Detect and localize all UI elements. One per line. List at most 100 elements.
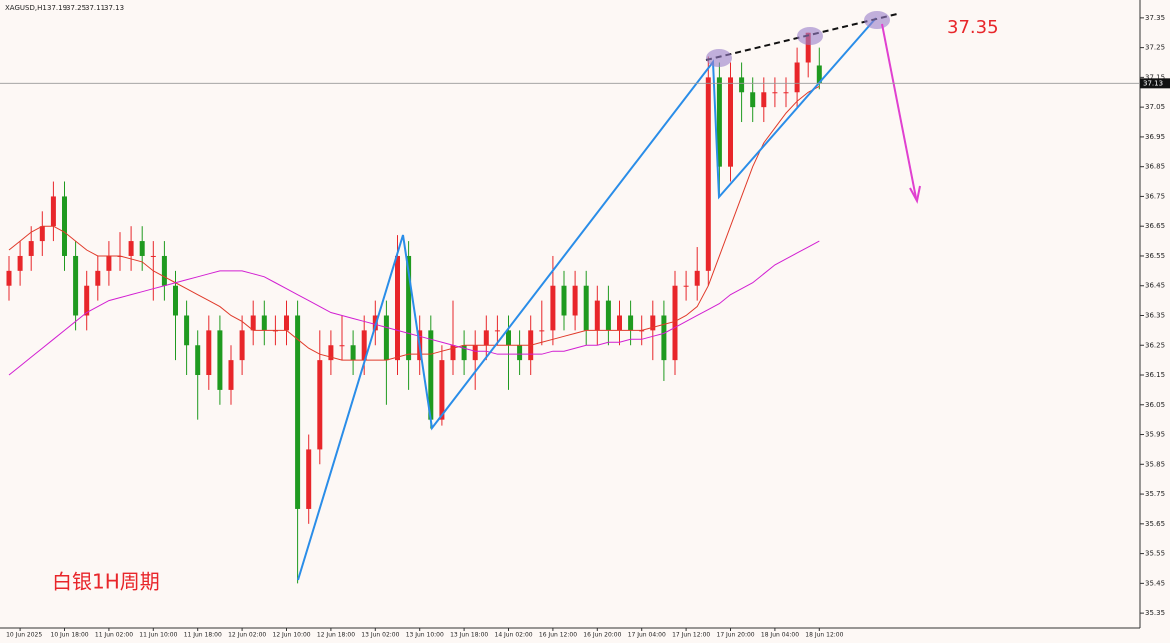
candle-body — [816, 65, 822, 84]
candle-body — [605, 300, 611, 331]
y-tick-label: 35.65 — [1145, 520, 1165, 528]
candle-body — [439, 360, 445, 420]
candle-body — [150, 255, 156, 257]
candle-body — [228, 360, 234, 390]
candle-body — [739, 77, 745, 93]
candle-body — [561, 285, 567, 316]
candle-body — [328, 345, 334, 361]
candle-body — [284, 315, 289, 331]
x-tick-label: 12 Jun 02:00 — [228, 632, 266, 639]
candle-body — [594, 300, 600, 331]
candle-body — [450, 345, 456, 361]
header-symbol: XAGUSD,H1 — [5, 4, 47, 12]
candle-body — [750, 92, 756, 108]
y-tick-label: 35.75 — [1145, 490, 1165, 498]
candle-body — [106, 255, 112, 271]
y-tick-label: 35.95 — [1145, 431, 1165, 439]
moving-average — [8, 240, 820, 376]
candle-body — [84, 285, 90, 316]
candle-body — [794, 62, 800, 93]
trend-path — [297, 17, 877, 581]
candle-body — [772, 92, 778, 94]
candle-body — [805, 32, 811, 63]
candle-body — [694, 270, 700, 286]
candle-body — [583, 285, 589, 331]
candle-body — [472, 345, 478, 361]
y-tick-label: 36.95 — [1145, 133, 1165, 141]
candle-body — [494, 330, 500, 332]
x-tick-label: 17 Jun 12:00 — [672, 632, 710, 639]
candle-body — [239, 330, 245, 361]
y-tick-label: 36.35 — [1145, 311, 1165, 319]
price-tag-label: 37.13 — [1143, 79, 1163, 87]
y-tick-label: 35.85 — [1145, 460, 1165, 468]
y-tick-label: 35.35 — [1145, 609, 1165, 617]
y-tick-label: 36.05 — [1145, 401, 1165, 409]
x-tick-label: 16 Jun 12:00 — [539, 632, 577, 639]
candle-body — [683, 285, 689, 287]
x-tick-label: 13 Jun 02:00 — [361, 632, 399, 639]
x-tick-label: 11 Jun 10:00 — [139, 632, 177, 639]
candle-body — [306, 449, 312, 509]
candle-body — [483, 330, 489, 346]
candle-body — [705, 77, 711, 271]
x-tick-label: 18 Jun 04:00 — [761, 632, 799, 639]
x-tick-label: 12 Jun 10:00 — [273, 632, 311, 639]
x-tick-label: 14 Jun 02:00 — [495, 632, 533, 639]
candle-body — [672, 285, 678, 361]
candle-body — [517, 345, 523, 361]
y-tick-label: 36.65 — [1145, 222, 1165, 230]
x-tick-label: 10 Jun 18:00 — [51, 632, 89, 639]
x-tick-label: 11 Jun 02:00 — [95, 632, 133, 639]
candle-body — [95, 270, 101, 286]
y-tick-label: 36.25 — [1145, 341, 1165, 349]
candle-body — [361, 330, 367, 361]
candle-body — [783, 92, 789, 94]
candle-body — [761, 92, 767, 108]
candle-body — [728, 77, 733, 167]
x-tick-label: 10 Jun 2025 — [6, 632, 42, 639]
header-high: 37.25 — [66, 4, 86, 12]
x-tick-label: 12 Jun 18:00 — [317, 632, 355, 639]
candle-body — [128, 241, 134, 256]
y-tick-label: 36.75 — [1145, 192, 1165, 200]
candle-body — [28, 241, 34, 256]
chart-caption: 白银1H周期 — [52, 570, 160, 594]
y-tick-label: 37.05 — [1145, 103, 1165, 111]
peak-marker — [864, 11, 890, 29]
candle-body — [650, 315, 656, 331]
candle-body — [139, 241, 145, 256]
y-tick-label: 36.85 — [1145, 163, 1165, 171]
candle-body — [206, 330, 212, 376]
header-low: 37.11 — [85, 4, 105, 12]
candle-body — [261, 315, 267, 331]
y-tick-label: 35.45 — [1145, 579, 1165, 587]
y-tick-label: 37.15 — [1145, 73, 1165, 81]
candle-body — [406, 255, 412, 361]
candle-body — [617, 315, 622, 331]
x-tick-label: 17 Jun 04:00 — [628, 632, 666, 639]
arrow-head — [909, 185, 921, 204]
candle-body — [506, 330, 511, 346]
x-tick-label: 18 Jun 12:00 — [805, 632, 843, 639]
candle-body — [350, 345, 356, 361]
candle-body — [50, 196, 56, 227]
header-close: 37.13 — [104, 4, 124, 12]
target-label: 37.35 — [947, 17, 999, 38]
header-open: 37.19 — [47, 4, 67, 12]
y-tick-label: 37.25 — [1145, 44, 1165, 52]
candle-body — [395, 255, 400, 361]
candle-body — [6, 270, 12, 286]
y-tick-label: 36.55 — [1145, 252, 1165, 260]
candle-body — [17, 255, 23, 271]
candle-body — [73, 255, 79, 316]
candle-body — [572, 285, 578, 316]
y-tick-label: 37.35 — [1145, 14, 1165, 22]
candle-body — [39, 226, 45, 242]
moving-average — [8, 85, 820, 361]
candle-body — [195, 345, 201, 376]
candle-body — [184, 315, 190, 346]
candle-body — [550, 285, 556, 331]
candle-body — [339, 345, 345, 347]
candle-body — [383, 315, 389, 361]
